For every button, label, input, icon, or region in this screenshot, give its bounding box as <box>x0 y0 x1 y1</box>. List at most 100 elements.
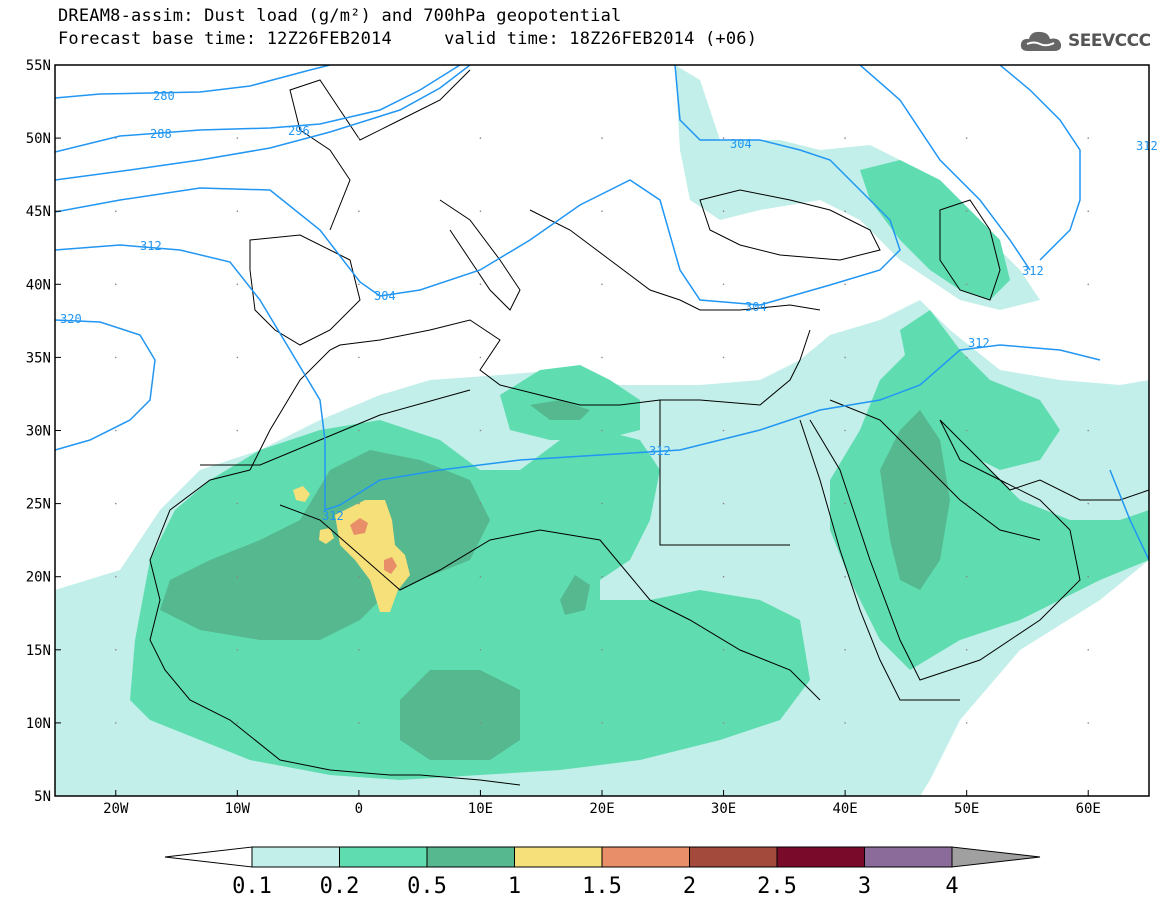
lat-label: 35N <box>26 350 51 366</box>
contour-320 <box>55 319 156 451</box>
grid-dot <box>236 575 239 578</box>
grid-dot <box>236 502 239 505</box>
grid-dot <box>722 137 725 139</box>
grid-dot <box>601 502 603 505</box>
coastlines <box>149 69 1149 786</box>
grid-dot <box>1087 649 1090 651</box>
grid-dot <box>114 722 117 724</box>
lat-label: 10N <box>26 716 51 732</box>
lat-label: 50N <box>26 131 51 147</box>
grid-dot <box>236 137 239 139</box>
lon-label: 20E <box>589 801 614 817</box>
map-grid <box>114 137 1090 724</box>
border-saudi <box>829 399 1041 541</box>
border-egypt <box>659 400 790 546</box>
colorbar-label: 1.5 <box>582 874 622 899</box>
grid-dot <box>358 283 360 286</box>
lon-label: 10W <box>225 801 251 817</box>
colorbar-label: 4 <box>945 874 958 899</box>
dust-region-level2-west <box>130 420 810 780</box>
grid-dot <box>114 356 117 359</box>
grid-dot <box>601 429 603 432</box>
lon-label: 30E <box>711 801 736 817</box>
coast-france-uk <box>289 69 471 231</box>
contour-label: 304 <box>745 300 767 314</box>
grid-dot <box>479 722 482 724</box>
grid-dot <box>722 283 725 286</box>
grid-dot <box>479 649 482 651</box>
grid-dot <box>1087 283 1090 286</box>
colorbar-label: 2 <box>683 874 696 899</box>
contour-312-east <box>999 65 1081 261</box>
grid-dot <box>479 283 482 286</box>
grid-dot <box>844 210 846 212</box>
lat-label: 30N <box>26 424 51 440</box>
grid-dot <box>358 137 360 139</box>
grid-dot <box>844 429 846 432</box>
dust-region-level5-b <box>384 557 397 574</box>
grid-dot <box>236 283 239 286</box>
grid-dot <box>479 356 482 359</box>
dust-region-level3-libya <box>530 400 590 420</box>
grid-dot <box>236 356 239 359</box>
contour-label: 296 <box>288 124 310 138</box>
coast-north-africa <box>249 319 811 471</box>
map-title: DREAM8-assim: Dust load (g/m²) and 700hP… <box>58 6 622 26</box>
grid-dot <box>844 649 846 651</box>
grid-dot <box>601 210 603 212</box>
contour-label: 312 <box>140 239 162 253</box>
grid-dot <box>965 429 968 432</box>
contour-label: 288 <box>150 127 172 141</box>
grid-dot <box>236 649 239 651</box>
coast-balkans-turkey <box>529 209 821 311</box>
colorbar-swatch <box>689 846 778 868</box>
grid-dot <box>114 575 117 578</box>
dust-region-level4-small <box>293 486 310 502</box>
grid-dot <box>844 502 846 505</box>
grid-dot <box>722 575 725 578</box>
colorbar-swatch <box>776 846 865 868</box>
contour-label: 312 <box>649 444 671 458</box>
grid-dot <box>358 210 360 212</box>
grid-dot <box>1087 502 1090 505</box>
grid-dot <box>844 575 846 578</box>
contour-label: 320 <box>60 312 82 326</box>
colorbar: 0.1 0.2 0.5 1 1.5 2 2.5 3 4 <box>164 846 1041 899</box>
cloud-icon <box>1020 31 1062 51</box>
dust-region-level2-caspian <box>860 160 1010 300</box>
coast-west-africa <box>149 469 521 786</box>
grid-dot <box>601 575 603 578</box>
grid-dot <box>722 356 725 359</box>
grid-dot <box>114 210 117 212</box>
dust-region-level3-arabia <box>880 410 950 590</box>
grid-dot <box>236 429 239 432</box>
lon-label: 20W <box>103 801 129 817</box>
grid-dot <box>965 502 968 505</box>
grid-dot <box>844 356 846 359</box>
coast-caspian <box>939 199 1001 301</box>
dust-region-level2-iran <box>900 310 1060 470</box>
grid-dot <box>601 722 603 724</box>
grid-dot <box>358 356 360 359</box>
grid-dot <box>601 356 603 359</box>
contour-312-gulf <box>1109 469 1149 561</box>
grid-dot <box>114 649 117 651</box>
border-sahara-2 <box>200 389 471 466</box>
lat-label: 55N <box>26 58 51 74</box>
colorbar-swatch <box>339 846 428 868</box>
grid-dot <box>479 502 482 505</box>
geopotential-contours <box>55 65 1149 561</box>
contour-label: 312 <box>968 336 990 350</box>
lat-label: 20N <box>26 570 51 586</box>
grid-dot <box>601 283 603 286</box>
border-sahara-1 <box>279 504 651 601</box>
lat-label: 5N <box>34 789 51 805</box>
coast-persian-gulf <box>939 419 1149 501</box>
grid-dot <box>965 575 968 578</box>
lon-label: 50E <box>954 801 979 817</box>
grid-dot <box>114 502 117 505</box>
grid-dot <box>1087 575 1090 578</box>
grid-dot <box>358 502 360 505</box>
grid-dot <box>722 502 725 505</box>
